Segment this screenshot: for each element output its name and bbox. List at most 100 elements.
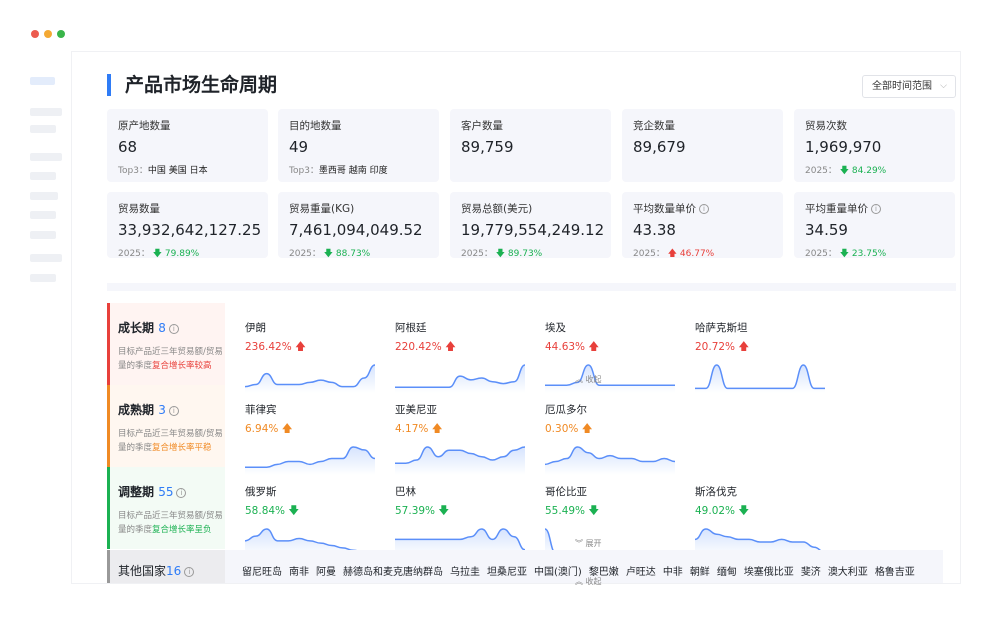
arrow-down-icon: 🡇 bbox=[588, 505, 600, 517]
country-trend-item[interactable]: 哈萨克斯坦 20.72% 🡅 bbox=[695, 320, 830, 393]
stat-card: 平均数量单价 i 43.38 2025： 🡅 46.77% bbox=[622, 192, 783, 259]
arrow-up-icon: 🡅 bbox=[738, 341, 750, 353]
stat-card: 目的地数量 49 Top3：墨西哥 越南 印度 bbox=[278, 109, 439, 182]
arrow-down-icon: 🡇 bbox=[323, 249, 334, 259]
country-link[interactable]: 赫德岛和麦克唐纳群岛 bbox=[343, 567, 443, 578]
stat-card: 贸易重量(KG) 7,461,094,049.52 2025： 🡇 88.73% bbox=[278, 192, 439, 259]
sidebar-item-placeholder[interactable] bbox=[30, 211, 56, 219]
country-link[interactable]: 格鲁吉亚 bbox=[874, 567, 915, 578]
sparkline-chart bbox=[245, 364, 375, 393]
sidebar-item-placeholder[interactable] bbox=[30, 274, 56, 282]
sparkline-area bbox=[545, 447, 675, 475]
arrow-down-icon: 🡇 bbox=[152, 249, 163, 259]
stage-label: 成熟期 3 i 目标产品近三年贸易额/贸易量的季度复合增长率平稳 bbox=[107, 385, 225, 467]
sparkline-line bbox=[395, 446, 525, 464]
page-title: 产品市场生命周期 bbox=[107, 74, 277, 96]
country-trend-item[interactable]: 埃及 44.63% 🡅 bbox=[545, 320, 680, 393]
country-link[interactable]: 卢旺达 bbox=[625, 567, 656, 578]
sidebar-item-placeholder[interactable] bbox=[30, 192, 58, 200]
country-trend-item[interactable]: 菲律宾 6.94% 🡅 bbox=[245, 402, 380, 475]
arrow-up-icon: 🡅 bbox=[445, 341, 456, 353]
country-trend-item[interactable]: 阿根廷 220.42% 🡅 bbox=[395, 320, 530, 393]
stat-card: 竞企数量 89,679 bbox=[622, 109, 783, 182]
toggle-button[interactable]: ︽ 收起 bbox=[575, 375, 602, 384]
sidebar-item-placeholder[interactable] bbox=[30, 108, 62, 116]
arrow-up-icon: 🡅 bbox=[431, 423, 443, 435]
country-trend-item[interactable]: 斯洛伐克 49.02% 🡇 bbox=[695, 484, 830, 557]
arrow-up-icon: 🡅 bbox=[281, 423, 293, 435]
arrow-down-icon: 🡇 bbox=[438, 505, 450, 517]
country-trend-item[interactable]: 伊朗 236.42% 🡅 bbox=[245, 320, 380, 393]
sparkline-line bbox=[245, 364, 375, 388]
other-countries-list: 留尼旺岛 南非 阿曼 赫德岛和麦克唐纳群岛 乌拉圭 坦桑尼亚 中国(澳门) 黎巴嫩 卢旺达 中非朝… bbox=[225, 550, 943, 583]
country-trend-item[interactable]: 厄瓜多尔 0.30% 🡅 bbox=[545, 402, 680, 475]
country-link[interactable]: 乌拉圭 bbox=[450, 567, 480, 578]
arrow-up-icon: 🡅 bbox=[588, 341, 600, 353]
stat-card: 原产地数量 68 Top3：中国 美国 日本 bbox=[107, 109, 268, 182]
country-link[interactable]: 留尼旺岛 bbox=[242, 567, 282, 578]
window-control-dot[interactable] bbox=[57, 30, 65, 38]
sparkline-chart bbox=[545, 446, 675, 475]
sidebar-item-placeholder[interactable] bbox=[30, 254, 62, 262]
info-icon[interactable]: i bbox=[176, 488, 187, 498]
toggle-button[interactable]: ︾ 展开 bbox=[575, 539, 602, 548]
sparkline-chart bbox=[395, 446, 525, 475]
arrow-up-icon: 🡅 bbox=[581, 423, 593, 435]
arrow-up-icon: 🡅 bbox=[295, 341, 306, 353]
collapse-button[interactable]: ︽ 收起 bbox=[575, 577, 602, 586]
arrow-down-icon: 🡇 bbox=[738, 505, 750, 517]
stat-card: 贸易总额(美元) 19,779,554,249.12 2025： 🡇 89.73% bbox=[450, 192, 611, 259]
sparkline-line bbox=[245, 446, 375, 468]
country-link[interactable]: 朝鲜 bbox=[689, 567, 710, 578]
country-trend-item[interactable]: 巴林 57.39% 🡇 bbox=[395, 484, 530, 557]
sparkline-line bbox=[545, 446, 675, 466]
window-control-dot[interactable] bbox=[44, 30, 52, 38]
sparkline-chart bbox=[695, 364, 825, 393]
stat-card: 贸易数量 33,932,642,127.25 2025： 🡇 79.89% bbox=[107, 192, 268, 259]
sidebar-item-placeholder[interactable] bbox=[30, 231, 56, 239]
sparkline-area bbox=[245, 447, 375, 475]
country-trend-item[interactable]: 哥伦比亚 55.49% 🡇 bbox=[545, 484, 680, 557]
arrow-down-icon: 🡇 bbox=[288, 505, 300, 517]
stat-card: 平均重量单价 i 34.59 2025： 🡇 23.75% bbox=[794, 192, 955, 259]
country-link[interactable]: 埃塞俄比亚 bbox=[743, 567, 794, 578]
stat-card: 客户数量 89,759 bbox=[450, 109, 611, 182]
sidebar-item-placeholder[interactable] bbox=[30, 153, 62, 161]
stat-card: 贸易次数 1,969,970 2025： 🡇 84.29% bbox=[794, 109, 955, 182]
country-link[interactable]: 澳大利亚 bbox=[827, 567, 868, 578]
country-link[interactable]: 黎巴嫩 bbox=[588, 567, 619, 578]
info-icon[interactable]: i bbox=[184, 567, 195, 577]
country-trend-item[interactable]: 俄罗斯 58.84% 🡇 bbox=[245, 484, 380, 557]
country-link[interactable]: 南非 bbox=[289, 567, 309, 578]
country-link[interactable]: 阿曼 bbox=[316, 567, 336, 578]
stage-label-other: 其他国家16 i bbox=[107, 550, 225, 583]
sidebar-item-placeholder[interactable] bbox=[30, 125, 56, 133]
sparkline-line bbox=[395, 528, 525, 551]
info-icon[interactable]: i bbox=[871, 204, 881, 214]
sparkline-chart bbox=[245, 446, 375, 475]
country-link[interactable]: 中非 bbox=[662, 567, 683, 578]
sparkline-chart bbox=[545, 364, 675, 393]
stage-label: 调整期 55 i 目标产品近三年贸易额/贸易量的季度复合增长率呈负 bbox=[107, 467, 225, 549]
arrow-up-icon: 🡅 bbox=[667, 249, 678, 259]
time-range-select[interactable]: 全部时间范围 ⌵ bbox=[862, 75, 956, 98]
sidebar-item-placeholder[interactable] bbox=[30, 77, 55, 85]
arrow-down-icon: 🡇 bbox=[495, 249, 506, 259]
arrow-down-icon: 🡇 bbox=[839, 249, 850, 259]
country-trend-item[interactable]: 亚美尼亚 4.17% 🡅 bbox=[395, 402, 530, 475]
sparkline-line bbox=[695, 364, 825, 390]
sidebar-item-placeholder[interactable] bbox=[30, 172, 56, 180]
sparkline-line bbox=[545, 364, 675, 386]
country-link[interactable]: 斐济 bbox=[800, 567, 821, 578]
section-divider bbox=[107, 283, 956, 291]
sparkline-area bbox=[695, 365, 825, 393]
country-link[interactable]: 中国(澳门) bbox=[534, 567, 582, 578]
arrow-down-icon: 🡇 bbox=[839, 166, 850, 176]
info-icon[interactable]: i bbox=[699, 204, 709, 214]
sparkline-chart bbox=[395, 364, 525, 393]
info-icon[interactable]: i bbox=[168, 324, 179, 334]
window-control-dot[interactable] bbox=[31, 30, 39, 38]
country-link[interactable]: 坦桑尼亚 bbox=[487, 567, 527, 578]
country-link[interactable]: 缅甸 bbox=[716, 567, 737, 578]
info-icon[interactable]: i bbox=[168, 406, 179, 416]
